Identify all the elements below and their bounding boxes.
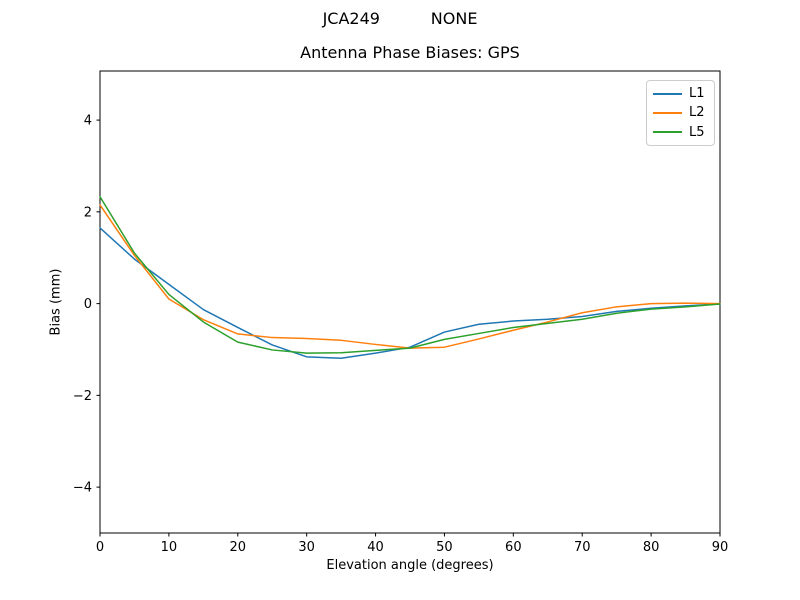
legend-label-l1: L1 xyxy=(689,86,705,102)
legend-line-sample-l1 xyxy=(653,92,682,95)
y-tick-label: 0 xyxy=(84,297,92,312)
x-tick-label: 0 xyxy=(96,540,104,555)
x-tick-label: 80 xyxy=(643,540,660,555)
x-tick-label: 60 xyxy=(505,540,522,555)
legend-label-l5: L5 xyxy=(689,124,705,140)
legend-line-sample-l5 xyxy=(653,131,682,134)
legend-entry-l1: L1 xyxy=(653,84,714,103)
x-tick-label: 70 xyxy=(574,540,591,555)
x-axis-label: Elevation angle (degrees) xyxy=(326,558,494,573)
x-tick-label: 50 xyxy=(436,540,453,555)
series-line-l2 xyxy=(99,204,721,349)
figure-suptitle: JCA249 NONE xyxy=(322,9,478,28)
legend: L1 L2 L5 xyxy=(646,80,715,146)
x-tick-label: 30 xyxy=(298,540,315,555)
chart-title: Antenna Phase Biases: GPS xyxy=(300,43,520,62)
series-line-l5 xyxy=(99,195,721,354)
x-tick-label: 40 xyxy=(367,540,384,555)
legend-entry-l2: L2 xyxy=(653,103,714,122)
series-line-l1 xyxy=(99,227,721,359)
y-axis-label: Bias (mm) xyxy=(48,268,64,336)
y-tick-label: 2 xyxy=(84,205,92,220)
x-tick-label: 90 xyxy=(712,540,729,555)
legend-label-l2: L2 xyxy=(689,105,705,121)
y-tick-label: −4 xyxy=(73,481,92,496)
axes-spines xyxy=(99,70,721,534)
legend-entry-l5: L5 xyxy=(653,123,714,142)
legend-line-sample-l2 xyxy=(653,111,682,114)
x-tick-label: 10 xyxy=(161,540,178,555)
y-tick-label: −2 xyxy=(73,389,92,404)
x-tick-label: 20 xyxy=(230,540,247,555)
y-tick-label: 4 xyxy=(84,114,92,129)
